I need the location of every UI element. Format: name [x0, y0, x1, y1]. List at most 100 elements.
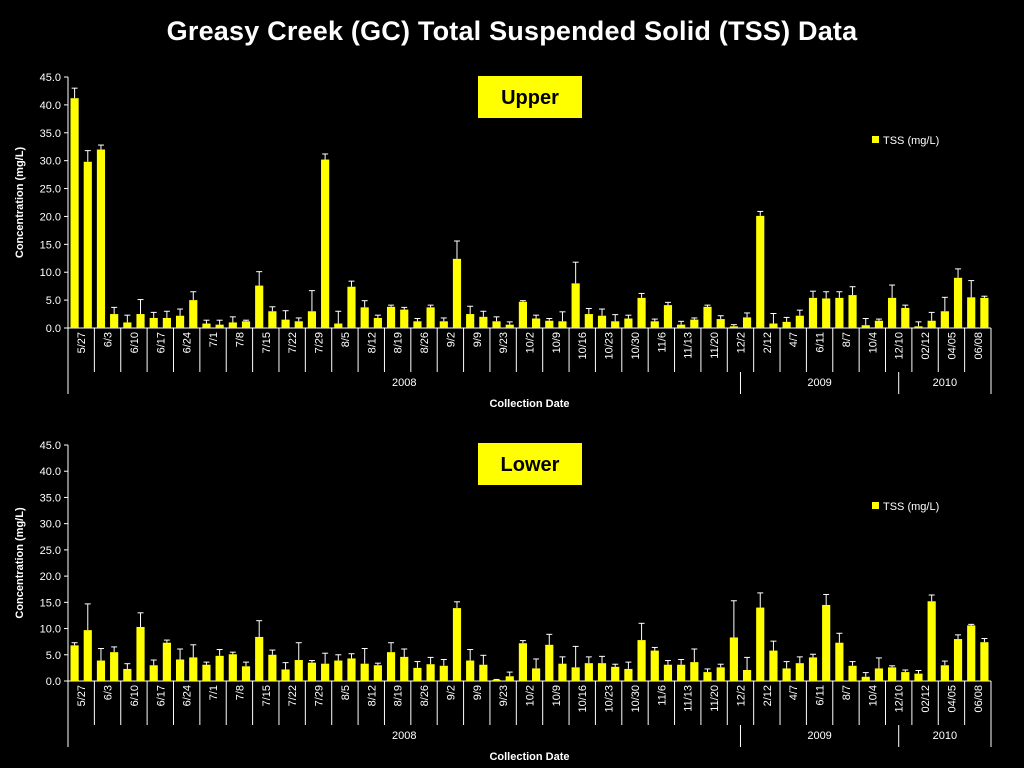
data-bar [927, 601, 936, 681]
x-tick-label: 11/20 [709, 332, 721, 359]
data-bar [202, 664, 211, 681]
data-bar [611, 321, 620, 328]
y-axis-title: Concentration (mg/L) [14, 147, 26, 259]
x-tick-label: 6/24 [182, 332, 194, 353]
data-bar [742, 669, 752, 681]
data-bar [927, 320, 936, 328]
data-bar [83, 630, 92, 681]
data-bar [677, 664, 686, 681]
data-bar [149, 317, 158, 328]
panel-label-box [478, 76, 582, 118]
data-bar [532, 668, 541, 681]
data-bar [729, 637, 738, 681]
data-bar [782, 321, 791, 328]
legend-swatch [872, 502, 879, 509]
x-tick-label: 11/13 [683, 332, 695, 359]
data-bar [281, 669, 290, 681]
data-bar [545, 320, 554, 328]
y-tick-label: 35.0 [40, 128, 61, 140]
data-bar [584, 314, 593, 328]
data-bar [558, 663, 567, 681]
y-tick-label: 0.0 [46, 323, 61, 335]
data-bar [861, 676, 870, 681]
data-bar [492, 321, 501, 328]
data-bar [558, 321, 567, 328]
x-tick-label: 8/7 [841, 332, 853, 347]
x-tick-label: 12/2 [735, 332, 747, 353]
data-bar [215, 655, 224, 681]
x-tick-label: 6/17 [155, 685, 167, 706]
data-bar [426, 664, 435, 681]
x-tick-label: 7/15 [261, 332, 273, 353]
x-tick-label: 10/4 [867, 685, 879, 706]
data-bar [822, 604, 831, 681]
x-tick-label: 8/7 [841, 685, 853, 700]
data-bar [294, 321, 303, 328]
data-bar [505, 324, 514, 328]
y-tick-label: 45.0 [40, 440, 61, 452]
x-tick-label: 12/10 [894, 685, 906, 713]
y-tick-label: 20.0 [40, 211, 61, 223]
data-bar [268, 654, 277, 681]
data-bar [479, 316, 488, 328]
data-bar [136, 626, 145, 681]
data-bar [888, 297, 897, 328]
x-tick-label: 2/12 [762, 332, 774, 353]
x-tick-label: 11/6 [656, 685, 668, 706]
data-bar [347, 658, 356, 681]
data-bar [241, 321, 251, 328]
data-bar [901, 672, 910, 681]
x-tick-label: 11/13 [683, 685, 695, 712]
x-axis-title: Collection Date [489, 398, 569, 410]
x-tick-label: 10/30 [630, 685, 642, 713]
x-tick-label: 8/12 [366, 332, 378, 353]
legend-label: TSS (mg/L) [883, 501, 939, 513]
data-bar [611, 666, 620, 681]
data-bar [967, 625, 976, 681]
year-label: 2010 [933, 377, 957, 389]
y-tick-label: 10.0 [40, 267, 61, 279]
data-bar [808, 297, 818, 328]
data-bar [255, 636, 264, 681]
data-bar [373, 665, 382, 681]
y-tick-label: 25.0 [40, 184, 61, 196]
data-bar [874, 668, 884, 681]
data-bar [848, 295, 857, 328]
x-tick-label: 7/8 [234, 332, 246, 347]
data-bar [690, 319, 699, 328]
y-tick-label: 5.0 [46, 650, 61, 662]
x-tick-label: 8/5 [340, 685, 352, 700]
data-bar [400, 656, 409, 681]
panel-label: Upper [501, 87, 559, 109]
x-tick-label: 10/4 [867, 332, 879, 353]
year-label: 2008 [392, 377, 416, 389]
data-bar [268, 311, 277, 328]
x-tick-label: 8/5 [340, 332, 352, 347]
data-bar [452, 258, 462, 328]
data-bar [518, 301, 527, 328]
data-bar [413, 321, 422, 328]
x-tick-label: 11/20 [709, 685, 721, 712]
data-bar [439, 321, 448, 328]
x-tick-label: 04/05 [946, 332, 958, 360]
data-bar [677, 324, 686, 328]
data-bar [637, 297, 646, 328]
x-tick-label: 5/27 [76, 332, 88, 353]
data-bar [386, 652, 396, 681]
data-bar [228, 654, 237, 681]
x-tick-label: 8/19 [393, 332, 405, 353]
x-tick-label: 2/12 [762, 685, 774, 706]
y-tick-label: 10.0 [40, 624, 61, 636]
data-bar [861, 325, 870, 328]
data-bar [901, 307, 910, 328]
year-label: 2010 [933, 730, 957, 742]
x-tick-label: 6/17 [155, 332, 167, 353]
x-tick-label: 10/9 [551, 685, 563, 706]
x-tick-label: 7/22 [287, 685, 299, 706]
data-bar [518, 643, 527, 681]
data-bar [769, 650, 778, 681]
data-bar [466, 314, 475, 328]
y-tick-label: 15.0 [40, 239, 61, 251]
x-tick-label: 8/12 [366, 685, 378, 706]
y-tick-label: 15.0 [40, 597, 61, 609]
